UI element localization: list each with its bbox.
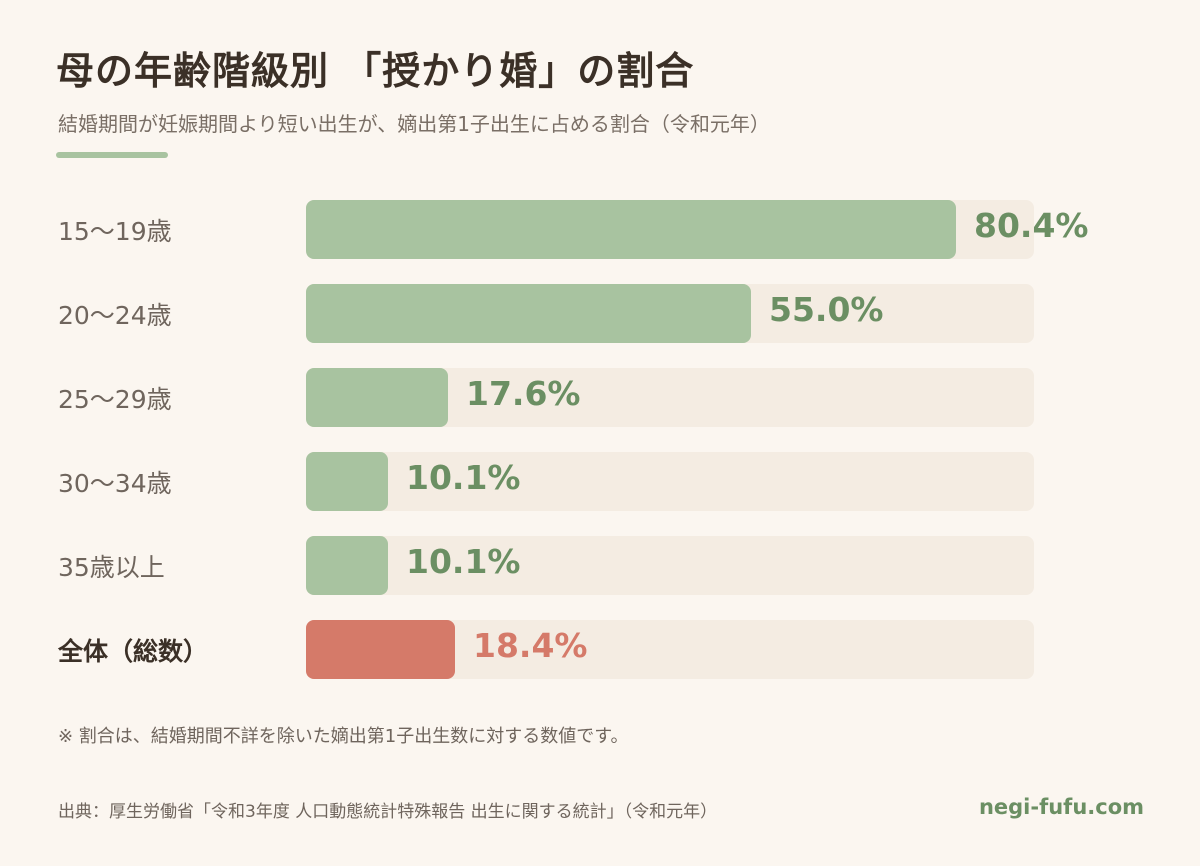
bar-row: 15〜19歳 80.4% (0, 200, 1200, 260)
bar (306, 200, 956, 259)
bar-track (306, 368, 1034, 427)
bar-track (306, 536, 1034, 595)
category-label: 35歳以上 (58, 553, 165, 582)
source-citation: 出典：厚生労働省「令和3年度 人口動態統計特殊報告 出生に関する統計」（令和元年… (58, 802, 718, 822)
value-label: 17.6% (466, 374, 581, 413)
accent-divider (56, 152, 168, 158)
bar-row: 30〜34歳 10.1% (0, 452, 1200, 512)
category-label: 30〜34歳 (58, 469, 172, 498)
bar-row: 35歳以上 10.1% (0, 536, 1200, 596)
category-label: 20〜24歳 (58, 301, 172, 330)
value-label: 18.4% (473, 626, 588, 665)
bar-track (306, 452, 1034, 511)
value-label: 55.0% (769, 290, 884, 329)
chart-subtitle: 結婚期間が妊娠期間より短い出生が、嫡出第1子出生に占める割合（令和元年） (58, 112, 770, 136)
value-label: 10.1% (406, 458, 521, 497)
bar-row: 全体（総数） 18.4% (0, 620, 1200, 680)
bar (306, 368, 448, 427)
category-label: 25〜29歳 (58, 385, 172, 414)
value-label: 10.1% (406, 542, 521, 581)
bar-row: 25〜29歳 17.6% (0, 368, 1200, 428)
bar-track (306, 200, 1034, 259)
bar-row: 20〜24歳 55.0% (0, 284, 1200, 344)
brand-link[interactable]: negi-fufu.com (978, 795, 1144, 819)
bar (306, 536, 388, 595)
category-label: 全体（総数） (58, 637, 209, 666)
bar (306, 620, 455, 679)
footnote: ※ 割合は、結婚期間不詳を除いた嫡出第1子出生数に対する数値です。 (58, 726, 629, 747)
bar-track (306, 284, 1034, 343)
bar-track (306, 620, 1034, 679)
category-label: 15〜19歳 (58, 217, 172, 246)
bar (306, 452, 388, 511)
value-label: 80.4% (974, 206, 1089, 245)
bar (306, 284, 751, 343)
chart-title: 母の年齢階級別 「授かり婚」の割合 (56, 49, 695, 93)
